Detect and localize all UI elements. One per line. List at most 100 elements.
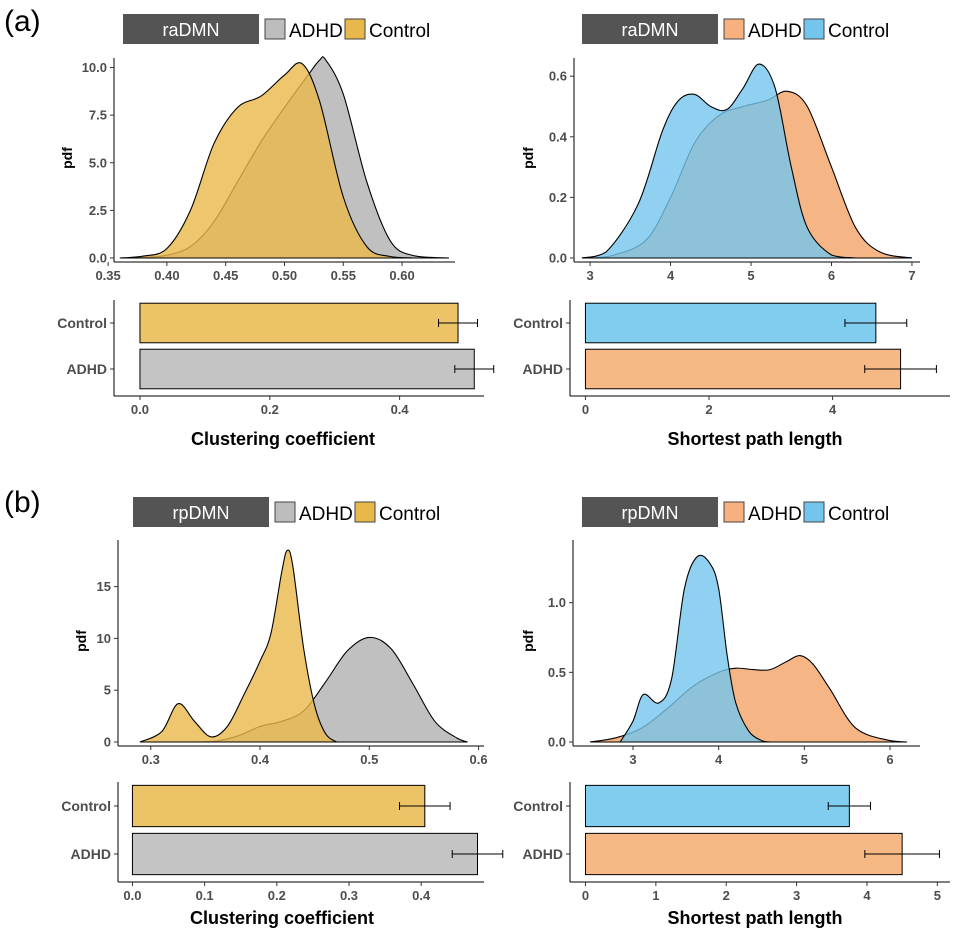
legend-title: rpDMN — [173, 503, 230, 523]
legend-swatch-control — [344, 18, 366, 40]
x-tick-label: 0.45 — [213, 268, 238, 283]
x-tick-label: 0.35 — [95, 268, 120, 283]
legend: raDMN ADHD Control — [123, 14, 430, 44]
x-tick-label: 3 — [629, 752, 636, 767]
y-tick-label: 0.0 — [549, 251, 567, 266]
y-tick-label: 0.0 — [548, 735, 566, 750]
y-tick-label: 2.5 — [89, 203, 107, 218]
x-axis-label: Clustering coefficient — [191, 429, 375, 449]
density-curve-control — [119, 62, 414, 259]
x-tick-label: 0.40 — [154, 268, 179, 283]
bar-chart-3: Control ADHD 0 2 4 Shortest path length — [513, 300, 950, 449]
y-axis-label: pdf — [520, 630, 536, 652]
x-tick-label: 0.60 — [389, 268, 414, 283]
x-tick-label: 4 — [667, 268, 675, 283]
x-tick-label: 1 — [652, 888, 659, 903]
y-axis-label: pdf — [520, 147, 536, 169]
legend: raDMN ADHD Control — [582, 14, 889, 44]
category-label-adhd: ADHD — [67, 361, 107, 377]
y-tick-label: 0.2 — [549, 190, 567, 205]
category-label-control: Control — [57, 315, 107, 331]
x-tick-label: 0.2 — [261, 402, 279, 417]
y-tick-label: 7.5 — [89, 108, 107, 123]
density-chart-0: raDMN ADHD Control 0.35 0.40 0.45 0.50 0.55 0.60… — [59, 14, 455, 283]
x-tick-label: 2 — [723, 888, 730, 903]
y-tick-label: 5 — [104, 683, 111, 698]
bar-chart-2: Control ADHD 0.0 0.2 0.4 Clustering coefficie… — [57, 300, 495, 449]
legend: rpDMN ADHD Control — [133, 497, 440, 527]
x-axis-label: Shortest path length — [668, 908, 843, 928]
x-tick-label: 0.6 — [469, 752, 487, 767]
bar-control — [131, 784, 426, 828]
x-tick-label: 0.0 — [131, 402, 149, 417]
x-tick-label: 0.4 — [251, 752, 270, 767]
legend-title: rpDMN — [622, 503, 679, 523]
density-curve-control — [619, 554, 771, 743]
density-chart-1: raDMN ADHD Control 3 4 5 6 7 0.0 0.2 0.4 0.6 pdf — [520, 14, 920, 283]
panel-label-b: (b) — [4, 486, 41, 519]
density-chart-5: rpDMN ADHD Control 3 4 5 6 0.0 0.5 1.0 pdf — [520, 497, 920, 767]
x-axis-label: Clustering coefficient — [190, 908, 374, 928]
legend-swatch-control — [803, 501, 825, 523]
y-tick-label: 0.0 — [89, 251, 107, 266]
x-tick-label: 5 — [747, 268, 754, 283]
y-tick-label: 10 — [97, 631, 111, 646]
x-tick-label: 6 — [828, 268, 835, 283]
x-tick-label: 6 — [886, 752, 893, 767]
x-tick-label: 2 — [705, 402, 712, 417]
y-tick-label: 10.0 — [82, 60, 107, 75]
category-label-control: Control — [61, 798, 111, 814]
category-label-adhd: ADHD — [71, 846, 111, 862]
legend-swatch-adhd — [723, 501, 745, 523]
panel-label-a: (a) — [4, 5, 41, 38]
bar-control — [584, 784, 850, 828]
y-tick-label: 0 — [104, 735, 111, 750]
y-axis-label: pdf — [59, 147, 75, 169]
legend-title: raDMN — [163, 20, 220, 40]
y-tick-label: 0.5 — [548, 665, 566, 680]
x-tick-label: 5 — [801, 752, 808, 767]
category-label-adhd: ADHD — [523, 361, 563, 377]
bar-control — [584, 302, 877, 344]
bar-chart-7: Control ADHD 0 1 2 3 4 5 Shortest path length — [513, 782, 950, 928]
legend-title: raDMN — [622, 20, 679, 40]
bar-adhd — [139, 348, 475, 390]
legend-swatch-control — [803, 18, 825, 40]
legend-label-adhd: ADHD — [289, 21, 343, 42]
y-tick-label: 5.0 — [89, 155, 107, 170]
legend-title-box — [133, 497, 269, 527]
x-tick-label: 0.4 — [391, 402, 410, 417]
y-tick-label: 1.0 — [548, 595, 566, 610]
legend-label-adhd: ADHD — [748, 21, 802, 42]
density-curve-control — [139, 549, 339, 743]
x-tick-label: 0 — [582, 888, 589, 903]
bar-adhd — [584, 832, 903, 876]
y-tick-label: 0.4 — [549, 129, 568, 144]
x-tick-label: 4 — [829, 402, 837, 417]
y-tick-label: 15 — [97, 579, 111, 594]
x-tick-label: 0.55 — [331, 268, 356, 283]
x-tick-label: 4 — [863, 888, 871, 903]
legend-title-box — [123, 14, 259, 44]
x-tick-label: 0.1 — [196, 888, 214, 903]
legend: rpDMN ADHD Control — [582, 497, 889, 527]
category-label-adhd: ADHD — [523, 846, 563, 862]
x-tick-label: 3 — [586, 268, 593, 283]
x-tick-label: 0.2 — [268, 888, 286, 903]
x-tick-label: 0.3 — [340, 888, 358, 903]
legend-label-control: Control — [828, 21, 889, 42]
legend-label-control: Control — [369, 21, 430, 42]
legend-label-adhd: ADHD — [748, 504, 802, 525]
legend-label-adhd: ADHD — [299, 504, 353, 525]
category-label-control: Control — [513, 798, 563, 814]
legend-swatch-control — [354, 501, 376, 523]
x-tick-label: 0.4 — [412, 888, 431, 903]
bar-adhd — [131, 832, 479, 876]
legend-title-box — [582, 497, 718, 527]
legend-swatch-adhd — [274, 501, 296, 523]
legend-swatch-adhd — [264, 18, 286, 40]
y-axis-label: pdf — [73, 630, 89, 652]
x-axis-label: Shortest path length — [668, 429, 843, 449]
x-tick-label: 0 — [582, 402, 589, 417]
density-chart-4: rpDMN ADHD Control 0.3 0.4 0.5 0.6 0 5 10 15 pdf — [73, 497, 488, 767]
